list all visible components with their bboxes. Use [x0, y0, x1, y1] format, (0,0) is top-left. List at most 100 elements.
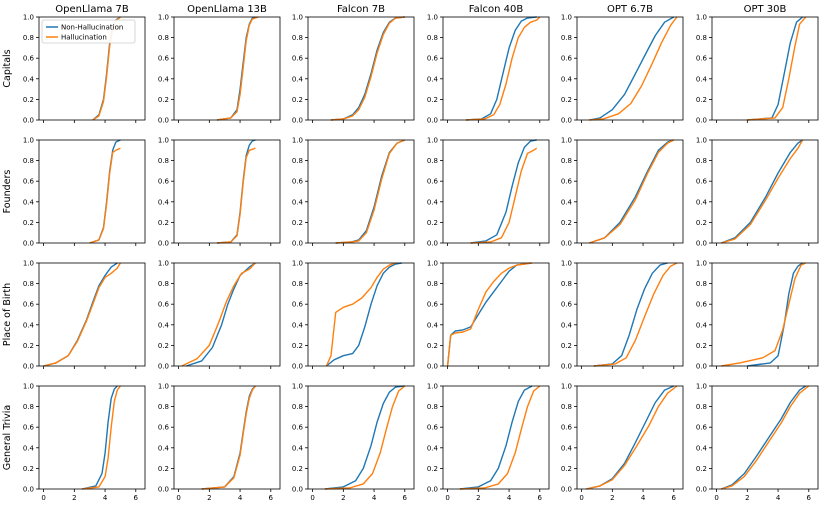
subplot: 0.0 0.2 0.4 0.6 0.8 1.0 0 2 4 6 [158, 383, 281, 502]
y-tick-label: 1.0 [696, 14, 707, 22]
series-line-non-hallucination [459, 385, 533, 490]
y-tick-label: 0.6 [561, 55, 573, 63]
y-tick-label: 0.6 [427, 301, 439, 309]
y-tick-label: 0.8 [23, 157, 34, 165]
subplot: 0.0 0.2 0.4 0.6 0.8 1.0 0 2 4 6 [292, 383, 415, 502]
y-tick-label: 0.0 [23, 363, 34, 371]
subplot: 0.0 0.2 0.4 0.6 0.8 1.0 [292, 14, 415, 125]
y-tick-label: 1.0 [427, 14, 438, 22]
y-tick-label: 0.2 [23, 219, 34, 227]
axes-frame [711, 139, 819, 244]
model-title: OpenLlama 7B [55, 4, 129, 15]
axes-frame [711, 385, 819, 490]
axes-frame [38, 385, 146, 490]
series-line-hallucination [335, 139, 406, 244]
y-tick-label: 1.0 [23, 137, 34, 145]
y-tick-label: 1.0 [292, 137, 303, 145]
y-tick-label: 0.0 [561, 486, 572, 494]
series-line-hallucination [593, 262, 678, 367]
y-tick-label: 1.0 [158, 137, 169, 145]
subplot: 0.0 0.2 0.4 0.6 0.8 1.0 0 2 4 6 [23, 383, 146, 502]
subplot: 0.0 0.2 0.4 0.6 0.8 1.0 [561, 14, 684, 125]
y-tick-label: 0.0 [23, 117, 34, 125]
y-tick-label: 1.0 [561, 383, 572, 391]
y-tick-label: 0.8 [292, 403, 303, 411]
y-tick-label: 0.8 [696, 157, 707, 165]
y-tick-label: 1.0 [561, 14, 572, 22]
x-tick-label: 0 [714, 494, 718, 502]
y-tick-label: 1.0 [292, 14, 303, 22]
y-tick-label: 1.0 [561, 260, 572, 268]
axes-frame [173, 139, 281, 244]
series-line-non-hallucination [720, 139, 803, 244]
y-tick-label: 0.4 [561, 75, 573, 83]
y-tick-label: 0.6 [561, 301, 573, 309]
y-tick-label: 0.0 [696, 240, 707, 248]
y-tick-label: 0.0 [158, 240, 169, 248]
x-tick-label: 6 [403, 494, 408, 502]
y-tick-label: 0.4 [561, 198, 573, 206]
axes-frame [711, 16, 819, 121]
series-line-non-hallucination [216, 139, 256, 244]
y-tick-label: 0.4 [427, 321, 439, 329]
y-tick-label: 0.4 [292, 75, 304, 83]
y-tick-label: 0.8 [292, 34, 303, 42]
y-tick-label: 0.8 [158, 157, 169, 165]
y-tick-label: 1.0 [696, 260, 707, 268]
axes-frame [576, 16, 684, 121]
y-tick-label: 0.4 [427, 75, 439, 83]
y-tick-label: 0.2 [427, 465, 438, 473]
y-tick-label: 0.6 [427, 178, 439, 186]
series-line-hallucination [81, 385, 121, 490]
series-line-non-hallucination [81, 385, 118, 490]
y-tick-label: 1.0 [23, 14, 34, 22]
y-tick-label: 0.0 [23, 486, 34, 494]
y-tick-label: 1.0 [427, 260, 438, 268]
y-tick-label: 0.6 [696, 55, 708, 63]
y-tick-label: 0.8 [158, 280, 169, 288]
y-tick-label: 0.6 [427, 55, 439, 63]
y-tick-label: 0.0 [427, 363, 438, 371]
y-tick-label: 0.0 [561, 117, 572, 125]
y-tick-label: 0.2 [561, 219, 572, 227]
y-tick-label: 0.2 [427, 96, 438, 104]
x-tick-label: 0 [176, 494, 180, 502]
subplot: 0.0 0.2 0.4 0.6 0.8 1.0 [696, 260, 819, 371]
y-tick-label: 0.0 [292, 117, 303, 125]
y-tick-label: 0.0 [23, 240, 34, 248]
axes-frame [576, 385, 684, 490]
y-tick-label: 0.4 [696, 321, 708, 329]
y-tick-label: 0.6 [561, 424, 573, 432]
y-tick-label: 0.4 [23, 75, 35, 83]
series-line-non-hallucination [747, 262, 803, 367]
y-tick-label: 0.2 [23, 465, 34, 473]
y-tick-label: 1.0 [23, 260, 34, 268]
y-tick-label: 0.2 [158, 465, 169, 473]
axes-frame [307, 139, 415, 244]
y-tick-label: 0.2 [696, 342, 707, 350]
y-tick-label: 0.8 [158, 34, 169, 42]
y-tick-label: 0.4 [696, 444, 708, 452]
y-tick-label: 0.8 [696, 403, 707, 411]
series-line-non-hallucination [89, 139, 121, 244]
y-tick-label: 0.6 [292, 301, 304, 309]
series-line-hallucination [589, 16, 678, 121]
y-tick-label: 0.2 [158, 96, 169, 104]
x-tick-label: 2 [476, 494, 480, 502]
series-line-non-hallucination [589, 16, 675, 121]
y-tick-label: 0.4 [158, 75, 170, 83]
y-tick-label: 0.2 [427, 219, 438, 227]
y-tick-label: 0.4 [561, 444, 573, 452]
series-line-non-hallucination [589, 139, 675, 244]
y-tick-label: 0.6 [696, 424, 708, 432]
axes-frame [307, 16, 415, 121]
axes-frame [38, 139, 146, 244]
legend: Non-Hallucination Hallucination [41, 19, 136, 44]
y-tick-label: 0.0 [158, 363, 169, 371]
series-line-hallucination [330, 16, 405, 121]
legend-box [41, 19, 136, 44]
y-tick-label: 1.0 [158, 383, 169, 391]
series-line-non-hallucination [747, 16, 804, 121]
y-tick-label: 0.6 [292, 55, 304, 63]
series-line-non-hallucination [216, 16, 256, 121]
